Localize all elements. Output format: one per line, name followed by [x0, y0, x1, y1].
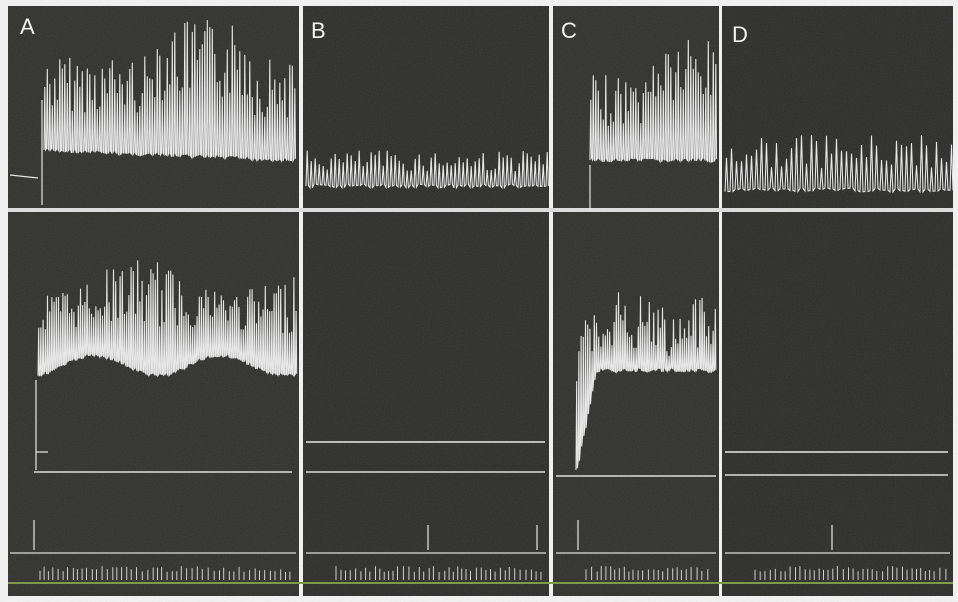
traces — [9, 20, 954, 580]
panel-label: B — [311, 18, 326, 43]
green-line — [8, 582, 953, 584]
stim-line — [35, 380, 48, 470]
spike-trace — [724, 135, 954, 194]
tick-train — [335, 566, 542, 580]
tick-train — [585, 566, 709, 580]
spike-trace — [43, 20, 297, 163]
divider — [8, 208, 953, 212]
spike-trace — [37, 260, 298, 378]
tick-train — [39, 566, 291, 580]
panel-label: D — [732, 22, 748, 47]
tick-train — [754, 566, 947, 580]
spike-trace — [305, 150, 549, 190]
trace — [9, 174, 39, 179]
spike-trace — [589, 39, 718, 164]
stim-mark — [33, 520, 833, 550]
panel-label: C — [561, 18, 577, 43]
spike-trace — [575, 292, 717, 470]
panel-label: A — [20, 14, 35, 39]
